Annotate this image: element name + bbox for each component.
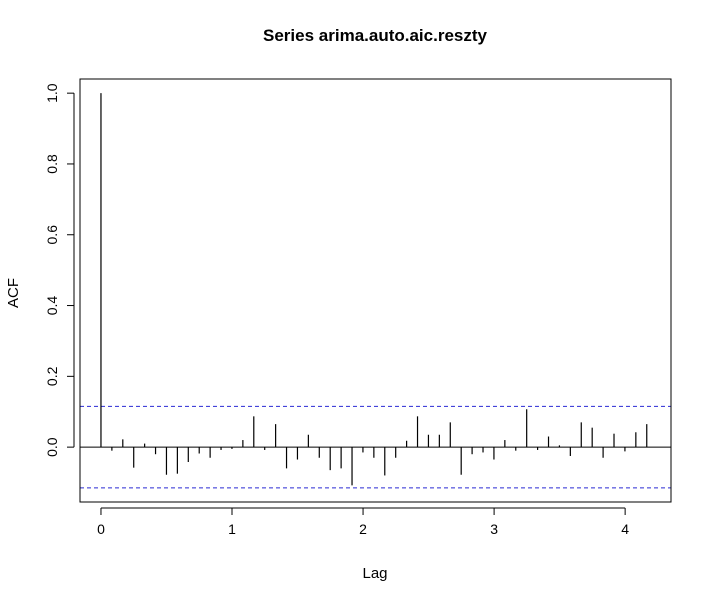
chart-title: Series arima.auto.aic.reszty [263,26,488,45]
x-tick-label: 4 [621,521,629,537]
y-axis-label: ACF [5,278,22,308]
x-axis-label: Lag [362,565,387,582]
x-tick-label: 2 [359,521,367,537]
plot-region [80,93,671,489]
plot-frame [79,78,672,503]
x-tick-label: 3 [490,521,498,537]
x-tick-label: 1 [228,521,236,537]
y-tick-label: 0.0 [44,437,60,457]
y-tick-label: 0.4 [44,296,60,316]
y-axis: 0.0 0.2 0.4 0.6 0.8 1.0 [44,83,75,457]
x-axis: 0 1 2 3 4 [97,507,629,537]
y-tick-label: 1.0 [44,83,60,103]
x-tick-label: 0 [97,521,105,537]
y-tick-label: 0.8 [44,154,60,174]
y-tick-label: 0.2 [44,366,60,386]
y-tick-label: 0.6 [44,225,60,245]
